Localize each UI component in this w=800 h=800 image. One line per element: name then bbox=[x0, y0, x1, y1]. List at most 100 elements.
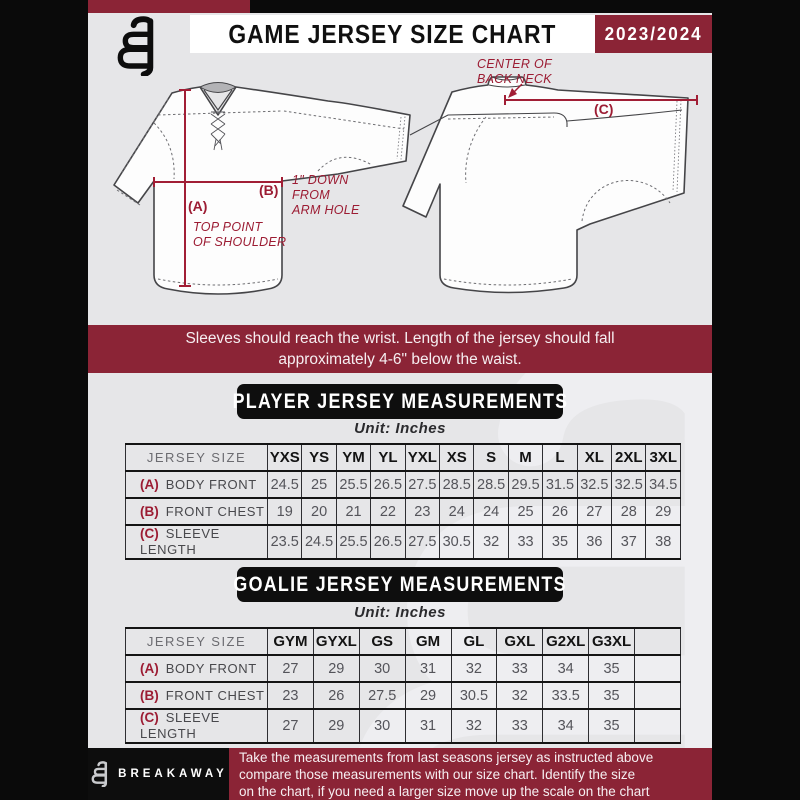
measurement-name: BODY FRONT bbox=[165, 476, 257, 492]
size-column-header: GS bbox=[358, 627, 406, 656]
measure-line-c bbox=[504, 95, 698, 105]
page-title-bar: GAME JERSEY SIZE CHART bbox=[190, 15, 595, 53]
measurement-value-cell: 33.5 bbox=[542, 681, 590, 710]
measurement-letter: (A) bbox=[140, 476, 159, 492]
measurement-value-cell: 28 bbox=[611, 497, 647, 526]
measurement-value-cell: 25 bbox=[301, 470, 337, 499]
front-collar-band bbox=[203, 89, 233, 112]
size-column-header: GL bbox=[450, 627, 498, 656]
measurement-value-cell: 28.5 bbox=[439, 470, 475, 499]
measurement-value-cell: 33 bbox=[496, 708, 544, 744]
size-column-header: 3XL bbox=[645, 443, 681, 472]
measurement-value-cell: 25.5 bbox=[335, 470, 372, 499]
measurement-row-label: (A) BODY FRONT bbox=[125, 470, 268, 499]
measurement-value-cell bbox=[634, 654, 681, 683]
size-column-header: L bbox=[542, 443, 578, 472]
measurement-value-cell: 24 bbox=[473, 497, 509, 526]
measurement-value-cell: 30.5 bbox=[450, 681, 498, 710]
measurement-value-cell: 30.5 bbox=[439, 524, 475, 560]
measurement-name: SLEEVE LENGTH bbox=[140, 710, 220, 741]
size-column-header: 2XL bbox=[611, 443, 647, 472]
measurement-value-cell: 29 bbox=[404, 681, 452, 710]
size-column-header: YM bbox=[335, 443, 372, 472]
measurement-value-cell: 23.5 bbox=[266, 524, 303, 560]
table-row: (C) SLEEVE LENGTH 27 29 30 31 32 33 34 35 bbox=[125, 708, 681, 744]
measurement-value-cell: 23 bbox=[267, 681, 314, 710]
size-column-header: GYXL bbox=[312, 627, 360, 656]
front-collar-inner bbox=[198, 82, 238, 93]
measurement-value-cell: 22 bbox=[370, 497, 406, 526]
size-column-header: YXL bbox=[404, 443, 441, 472]
season-label: 2023/2024 bbox=[604, 23, 703, 44]
measurement-value-cell: 27.5 bbox=[358, 681, 406, 710]
measurement-letter: (B) bbox=[140, 687, 159, 703]
measurement-value-cell: 29 bbox=[645, 497, 681, 526]
measurement-letter: (A) bbox=[140, 660, 159, 676]
measurement-value-cell: 31.5 bbox=[542, 470, 578, 499]
measurement-value-cell: 27 bbox=[267, 708, 314, 744]
measurement-lines bbox=[153, 83, 698, 287]
size-column-header: YS bbox=[301, 443, 337, 472]
size-column-header: G3XL bbox=[588, 627, 635, 656]
measurement-letter: (C) bbox=[140, 526, 159, 541]
page-title: GAME JERSEY SIZE CHART bbox=[228, 18, 557, 49]
back-cuff-ribs bbox=[672, 99, 682, 193]
size-column-header: YL bbox=[370, 443, 406, 472]
table-header-row: JERSEY SIZE YXS YS YM YL YXL XS S M L XL 2XL 3XL bbox=[125, 443, 681, 472]
front-laces bbox=[210, 111, 226, 151]
measurement-value-cell: 31 bbox=[404, 708, 452, 744]
measurement-value-cell: 32.5 bbox=[611, 470, 647, 499]
size-column-header: M bbox=[507, 443, 544, 472]
measurement-value-cell: 34 bbox=[542, 708, 590, 744]
measurement-value-cell: 26 bbox=[312, 681, 360, 710]
measurement-value-cell: 25.5 bbox=[335, 524, 372, 560]
back-yoke-seam bbox=[409, 109, 683, 136]
fit-info-banner: Sleeves should reach the wrist. Length o… bbox=[88, 325, 712, 373]
front-cuff-ribs bbox=[396, 116, 406, 160]
measurement-value-cell: 27 bbox=[576, 497, 613, 526]
table-row: (B) FRONT CHEST 23 26 27.5 29 30.5 32 33.5 35 bbox=[125, 681, 681, 710]
measurement-value-cell: 29.5 bbox=[507, 470, 544, 499]
measurement-name: FRONT CHEST bbox=[165, 503, 265, 519]
footer-brand-box: BREAKAWAY bbox=[88, 748, 229, 800]
jersey-size-header: JERSEY SIZE bbox=[125, 627, 268, 656]
measurement-value-cell: 27 bbox=[267, 654, 314, 683]
measurement-value-cell: 35 bbox=[588, 654, 635, 683]
measurement-row-label: (B) FRONT CHEST bbox=[125, 497, 268, 526]
measurement-value-cell: 35 bbox=[588, 681, 635, 710]
measurement-value-cell: 35 bbox=[588, 708, 635, 744]
table-row: (B) FRONT CHEST 19 20 21 22 23 24 24 25 26 27 28 29 bbox=[125, 497, 681, 526]
player-measurements-table: JERSEY SIZE YXS YS YM YL YXL XS S M L XL 2XL 3XL (A) B… bbox=[125, 443, 681, 560]
goalie-section-title: GOALIE JERSEY MEASUREMENTS bbox=[233, 572, 567, 596]
measurement-value-cell: 29 bbox=[312, 654, 360, 683]
jersey-diagrams bbox=[113, 76, 698, 295]
measurement-value-cell: 32 bbox=[450, 708, 498, 744]
measurement-value-cell bbox=[634, 681, 681, 710]
measurement-name: SLEEVE LENGTH bbox=[140, 526, 220, 557]
measurement-value-cell: 32 bbox=[473, 524, 509, 560]
measurement-value-cell: 33 bbox=[507, 524, 544, 560]
measurement-value-cell: 29 bbox=[312, 708, 360, 744]
size-column-header: YXS bbox=[266, 443, 303, 472]
measurement-row-label: (C) SLEEVE LENGTH bbox=[125, 524, 268, 560]
center-back-arrowhead bbox=[508, 88, 517, 98]
goalie-section-banner: GOALIE JERSEY MEASUREMENTS bbox=[233, 567, 565, 602]
measurement-value-cell: 34.5 bbox=[645, 470, 681, 499]
footer-brand-name: BREAKAWAY bbox=[118, 768, 228, 780]
measurement-value-cell: 21 bbox=[335, 497, 372, 526]
measure-line-b bbox=[153, 177, 283, 187]
breakaway-logo-icon bbox=[117, 16, 154, 76]
measurement-value-cell: 24 bbox=[439, 497, 475, 526]
annotation-center-back: CENTER OF BACK NECK bbox=[477, 57, 552, 86]
measurement-value-cell: 23 bbox=[404, 497, 441, 526]
measurement-name: BODY FRONT bbox=[165, 660, 257, 676]
measurement-value-cell: 24.5 bbox=[266, 470, 303, 499]
measurement-value-cell: 26 bbox=[542, 497, 578, 526]
measurement-value-cell: 27.5 bbox=[404, 470, 441, 499]
back-seams bbox=[443, 116, 671, 286]
measurement-row-label: (C) SLEEVE LENGTH bbox=[125, 708, 268, 744]
footer-breakaway-logo-icon bbox=[91, 761, 108, 787]
jersey-size-header: JERSEY SIZE bbox=[125, 443, 268, 472]
measurement-letter: (B) bbox=[140, 503, 159, 519]
measurement-value-cell: 25 bbox=[507, 497, 544, 526]
